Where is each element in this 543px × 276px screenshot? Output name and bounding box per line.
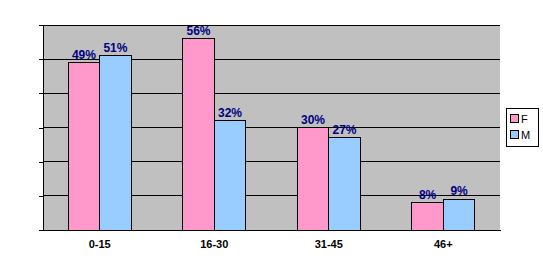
y-tick [39,162,43,163]
x-tick: 16-30 [200,238,228,250]
y-tick-mark [39,93,43,94]
x-axis: 0-15 16-30 31-45 46+ [44,231,501,250]
data-label: 49% [72,48,96,62]
y-axis-line [39,26,44,231]
y-tick-mark [39,59,43,60]
data-label: 32% [218,106,242,120]
legend: FM [506,109,538,147]
data-label: 27% [333,123,357,137]
plot-background [43,25,500,230]
bar [443,199,474,230]
data-label: 30% [301,113,325,127]
bar [183,39,214,230]
legend-label: M [521,129,530,141]
grid-line [43,25,500,26]
plot: 0-15 16-30 31-45 46+ 49% 56% 30% 8% 51% 32% 27% 9% [39,24,501,250]
y-axis [39,26,44,231]
x-tick-label: 46+ [434,238,453,250]
bar [329,138,360,230]
series-bars [68,39,443,230]
bar [100,56,131,230]
y-tick-mark [39,196,43,197]
x-tick-label: 16-30 [200,238,228,250]
data-label: 9% [450,184,468,198]
bar [68,63,99,230]
legend-swatch [510,115,518,123]
legend-label: F [521,113,528,125]
bar [297,128,328,231]
legend-box [506,109,538,147]
x-tick-label: 0-15 [89,238,111,250]
data-label: 8% [419,188,437,202]
bar [412,203,443,230]
data-label: 51% [103,41,127,55]
y-tick [39,59,43,60]
y-tick-mark [39,230,43,231]
x-axis-line [44,230,501,231]
y-tick [39,93,43,94]
chart: 0-15 16-30 31-45 46+ 49% 56% 30% 8% 51% 32% 27% 9% F… [0,0,543,276]
legend-swatch [510,131,518,139]
series-bars [100,56,475,230]
x-tick: 31-45 [315,238,343,250]
x-tick: 46+ [434,238,453,250]
data-labels: 49% 56% 30% 8% 51% 32% 27% 9% [72,24,468,202]
grid [43,25,500,230]
y-tick [39,230,43,231]
bar [214,121,245,230]
y-tick-mark [39,162,43,163]
y-tick [39,196,43,197]
y-tick-mark [39,25,43,26]
bars [68,39,475,230]
y-tick-mark [39,128,43,129]
data-label: 56% [186,24,210,38]
x-tick: 0-15 [89,238,111,250]
y-tick [39,128,43,129]
x-tick-label: 31-45 [315,238,343,250]
y-tick [39,25,43,26]
